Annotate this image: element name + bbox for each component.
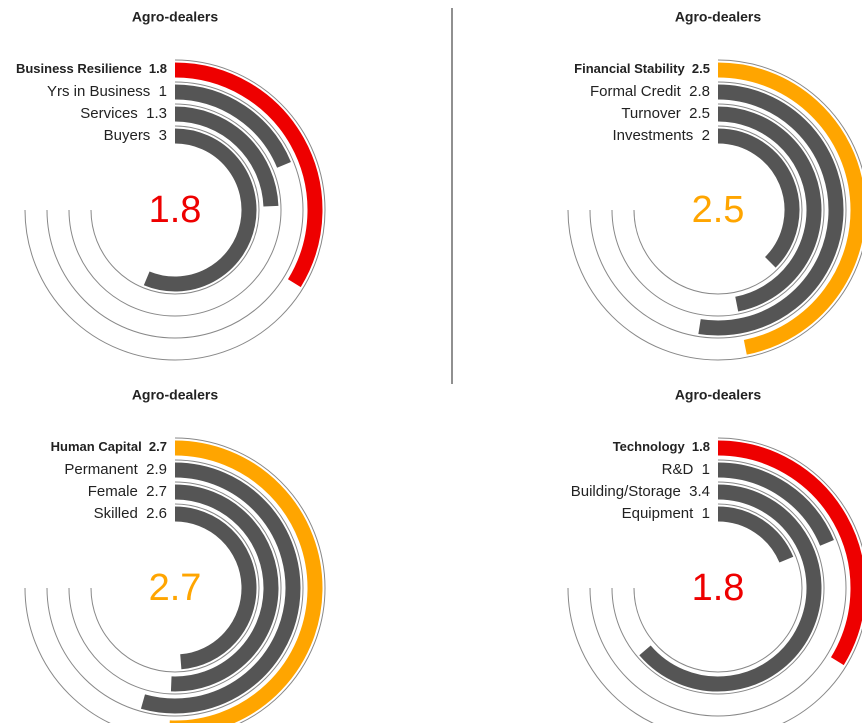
ring-name: Skilled [94,505,138,522]
ring-label: Technology 1.8 [613,439,710,454]
track [24,437,326,723]
ring-label: Human Capital 2.7 [51,439,167,454]
ring-value: 3.4 [689,483,710,500]
center-value: 1.8 [149,189,202,231]
track [589,459,847,717]
track [589,81,847,339]
chart-title: Agro-dealers [132,9,219,25]
ring-value: 1.8 [692,439,710,454]
ring [174,506,257,670]
ring-name: Equipment [622,505,695,522]
ring-label: Formal Credit 2.8 [590,83,710,100]
ring-label: Services 1.3 [80,105,167,122]
ring-label: Skilled 2.6 [94,505,167,522]
center-value: 2.7 [149,567,202,609]
ring-value: 2 [702,127,710,144]
track [24,59,326,361]
ring-label: Investments 2 [612,127,710,144]
ring-value: 1 [702,505,710,522]
main-ring [169,440,323,723]
track [90,125,260,295]
ring-value: 2.7 [146,483,167,500]
ring-value: 1.8 [149,61,167,76]
ring-name: Buyers [104,127,151,144]
ring-label: Turnover 2.5 [621,105,710,122]
ring [717,462,834,546]
ring-label: Business Resilience 1.8 [16,61,167,76]
track [633,125,803,295]
ring-value: 2.6 [146,505,167,522]
ring-name: Financial Stability [574,61,685,76]
ring [717,506,794,563]
track [46,81,304,339]
ring-label: Building/Storage 3.4 [571,483,710,500]
ring-label: Financial Stability 2.5 [574,61,710,76]
main-ring [717,440,862,666]
ring-label: R&D 1 [662,461,710,478]
ring-name: Services [80,105,138,122]
ring-label: Permanent 2.9 [64,461,167,478]
chart-title: Agro-dealers [132,387,219,403]
ring [174,84,291,168]
ring-value: 2.5 [692,61,710,76]
radial-chart: Agro-dealers Technology 1.8 R&D 1 Building/… [567,387,862,723]
ring-value: 3 [159,127,167,144]
ring-label: Female 2.7 [88,483,167,500]
ring-value: 1.3 [146,105,167,122]
track [567,59,862,361]
track [567,437,862,723]
center-value: 1.8 [692,567,745,609]
ring-name: Yrs in Business [47,83,150,100]
ring-value: 2.9 [146,461,167,478]
track [90,503,260,673]
ring [639,484,822,692]
ring [174,106,279,207]
radial-chart: Agro-dealers Business Resilience 1.8 Yrs i… [16,9,326,361]
ring-label: Buyers 3 [104,127,167,144]
ring-name: R&D [662,461,694,478]
track [611,103,825,317]
ring-name: Technology [613,439,686,454]
ring-name: Human Capital [51,439,142,454]
ring [140,462,301,714]
center-value: 2.5 [692,189,745,231]
track [46,459,304,717]
chart-title: Agro-dealers [675,9,762,25]
ring-name: Building/Storage [571,483,681,500]
ring-name: Business Resilience [16,61,142,76]
chart-title: Agro-dealers [675,387,762,403]
track [611,481,825,695]
main-ring [717,62,862,355]
ring-name: Turnover [621,105,680,122]
track [68,103,282,317]
ring-name: Permanent [64,461,138,478]
ring [143,128,257,292]
ring-name: Investments [612,127,693,144]
ring-label: Yrs in Business 1 [47,83,167,100]
main-ring [174,62,323,288]
ring [717,106,822,312]
ring-label: Equipment 1 [622,505,710,522]
ring-value: 2.8 [689,83,710,100]
ring-value: 1 [702,461,710,478]
ring-value: 2.5 [689,105,710,122]
ring [170,484,279,692]
ring-name: Female [88,483,138,500]
radial-chart: Agro-dealers Financial Stability 2.5 Forma… [567,9,862,361]
ring [717,128,800,268]
track [633,503,803,673]
ring-value: 1 [159,83,167,100]
ring-name: Formal Credit [590,83,682,100]
ring-value: 2.7 [149,439,167,454]
radial-chart: Agro-dealers Human Capital 2.7 Permanent 2… [24,387,326,723]
track [68,481,282,695]
ring [698,84,844,336]
